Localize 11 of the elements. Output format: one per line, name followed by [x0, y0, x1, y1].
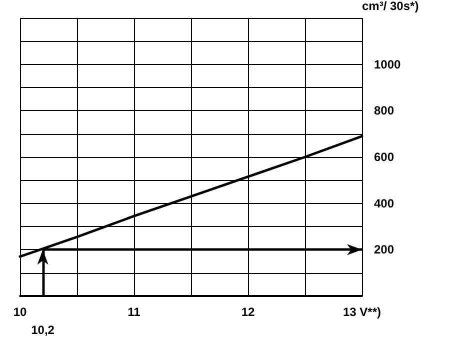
- x-tick-label: 11: [128, 305, 141, 319]
- y-tick-label: 400: [374, 196, 394, 210]
- x-tick-label: 10: [13, 305, 27, 319]
- y-tick-label: 800: [374, 104, 394, 118]
- y-axis-title: cm³/ 30s*): [362, 0, 419, 13]
- y-tick-label: 1000: [374, 57, 402, 72]
- x-tick-label: 13 V**): [342, 305, 382, 319]
- ref-line-label: 10,2: [31, 323, 55, 337]
- y-tick-label: 200: [374, 242, 394, 257]
- y-tick-label: 600: [374, 150, 394, 164]
- x-tick-label: 12: [241, 305, 255, 319]
